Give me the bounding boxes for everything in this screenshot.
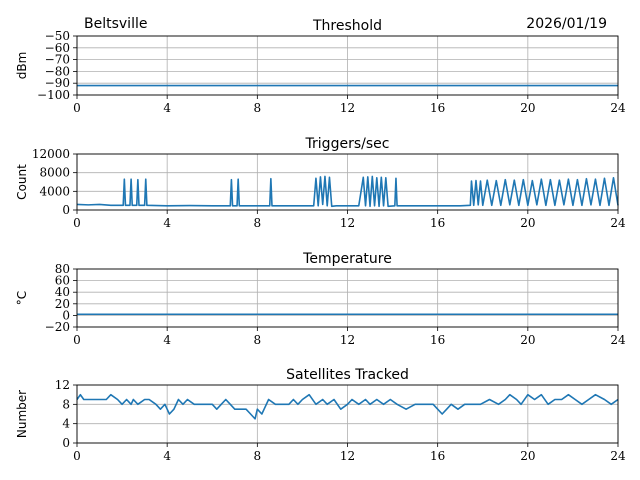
y-tick-label: −80: [45, 64, 70, 78]
x-tick-label: 20: [520, 216, 535, 230]
y-tick-label: 4000: [39, 184, 70, 198]
x-tick-label: 24: [610, 101, 626, 115]
axes-frame: [76, 384, 619, 444]
x-tick-label: 16: [430, 449, 445, 463]
chart-panels: Threshold 0 4 8 12 16 20 24 −50−60−70−80−90−100 d…: [15, 18, 626, 463]
y-tick-label: −50: [45, 29, 70, 43]
y-tick-label: 12000: [32, 147, 70, 161]
series-line-satellites: [76, 393, 619, 420]
y-axis-label: Number: [15, 390, 29, 438]
chart-title: Temperature: [302, 251, 392, 267]
x-tick-label: 24: [610, 216, 626, 230]
axes-frame: [76, 268, 619, 328]
x-tick-label: 8: [254, 101, 262, 115]
x-tick-label: 4: [163, 101, 171, 115]
y-tick-label: 0: [62, 203, 70, 217]
x-tick-label: 0: [73, 216, 81, 230]
date-label: 2026/01/19: [526, 16, 607, 32]
y-tick-label: −20: [45, 320, 70, 334]
x-tick-label: 16: [430, 216, 445, 230]
x-tick-label: 24: [610, 333, 626, 347]
x-tick-label: 24: [610, 449, 626, 463]
x-tick-label: 16: [430, 333, 445, 347]
x-tick-label: 16: [430, 101, 445, 115]
chart-panel-0: Threshold 0 4 8 12 16 20 24 −50−60−70−80−90−100 d…: [15, 18, 626, 115]
y-axis-label: °C: [15, 291, 29, 305]
y-tick-label: 0: [62, 308, 70, 322]
x-tick-label: 20: [520, 101, 535, 115]
x-tick-label: 4: [163, 216, 171, 230]
y-tick-label: 0: [62, 436, 70, 450]
axes-frame: [76, 35, 619, 96]
y-tick-label: 20: [55, 297, 70, 311]
station-name: Beltsville: [84, 16, 147, 32]
x-tick-label: 20: [520, 449, 535, 463]
chart-panel-3: Satellites Tracked 0 4 8 12 16 20 24 12 8 4 0 Number: [15, 367, 626, 463]
y-tick-label: 8: [62, 397, 70, 411]
y-tick-label: −60: [45, 41, 70, 55]
y-axis-label: Count: [15, 164, 29, 200]
x-tick-label: 12: [340, 216, 355, 230]
x-tick-label: 8: [254, 449, 262, 463]
y-axis-label: dBm: [15, 52, 29, 80]
x-tick-label: 12: [340, 333, 355, 347]
chart-title: Satellites Tracked: [286, 367, 409, 383]
x-tick-label: 12: [340, 101, 355, 115]
axes-frame: [76, 153, 619, 211]
x-tick-label: 12: [340, 449, 355, 463]
y-tick-label: 80: [55, 262, 70, 276]
y-tick-label: −70: [45, 53, 70, 67]
series-line-triggers: [76, 175, 619, 208]
x-tick-label: 8: [254, 333, 262, 347]
y-tick-label: 40: [55, 285, 70, 299]
chart-panel-1: Triggers/sec 0 4 8 12 16 20 24 12000 8000 4000 0 Cou…: [15, 136, 626, 230]
x-tick-label: 0: [73, 449, 81, 463]
x-tick-label: 0: [73, 333, 81, 347]
x-tick-label: 4: [163, 449, 171, 463]
x-tick-label: 0: [73, 101, 81, 115]
y-tick-label: 4: [62, 417, 70, 431]
chart-title: Triggers/sec: [305, 136, 390, 152]
y-tick-label: 60: [55, 274, 70, 288]
y-tick-label: −100: [37, 88, 70, 102]
chart-title: Threshold: [312, 18, 382, 34]
y-tick-label: −90: [45, 76, 70, 90]
x-tick-label: 8: [254, 216, 262, 230]
x-tick-label: 20: [520, 333, 535, 347]
y-tick-label: 8000: [39, 166, 70, 180]
y-tick-label: 12: [55, 378, 70, 392]
x-tick-label: 4: [163, 333, 171, 347]
